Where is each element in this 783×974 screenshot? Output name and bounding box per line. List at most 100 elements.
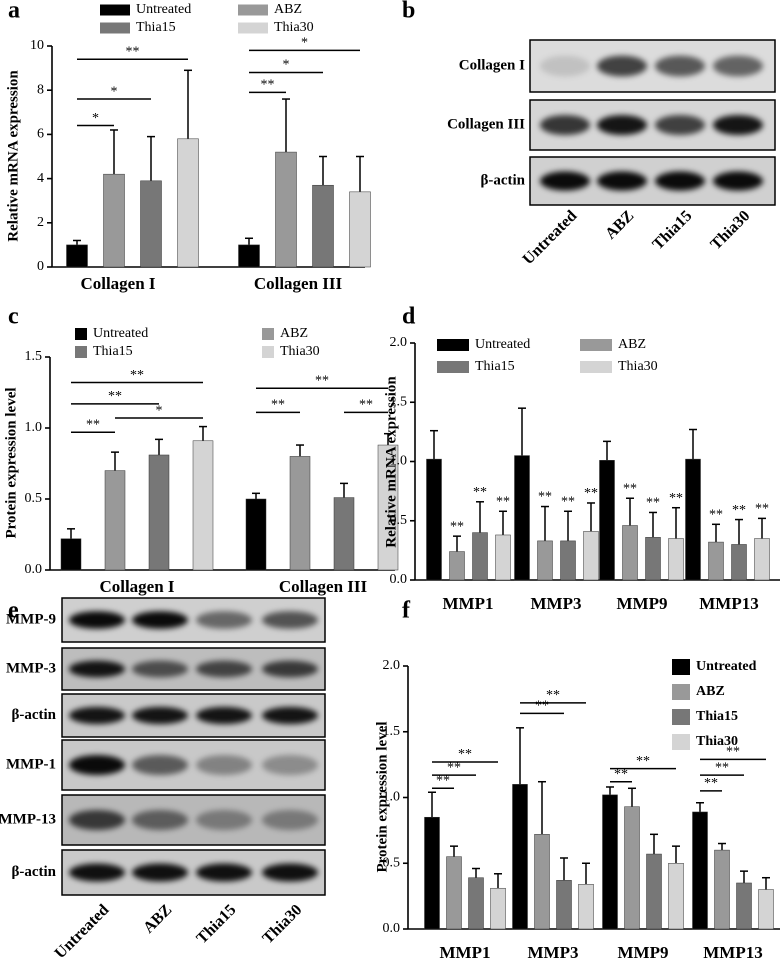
blot-bands — [540, 115, 763, 135]
y-tick-label: 8 — [37, 82, 44, 97]
legend-swatch — [672, 734, 690, 750]
bar — [583, 531, 599, 581]
blot-band — [196, 863, 252, 882]
significance-label: ** — [646, 496, 660, 511]
significance-label: ** — [538, 490, 552, 505]
y-axis-label: Protein expression level — [3, 387, 19, 538]
significance-label: ** — [86, 417, 100, 432]
bar — [624, 806, 640, 930]
y-tick-label: 1.0 — [383, 790, 401, 805]
blot-band — [132, 755, 188, 775]
significance-label: ** — [496, 494, 510, 509]
blot-band — [655, 171, 705, 191]
y-tick-label: 2.0 — [390, 335, 408, 350]
legend-swatch — [437, 361, 469, 373]
bar — [758, 889, 774, 930]
significance-label: ** — [546, 688, 560, 703]
y-tick-label: 2.0 — [383, 658, 401, 673]
blot-row-label: Collagen I — [459, 57, 525, 73]
x-tick-label: MMP1 — [443, 594, 494, 613]
significance-label: ** — [614, 767, 628, 782]
significance-label: ** — [561, 494, 575, 509]
blot-row-label: β-actin — [11, 707, 56, 723]
significance-label: * — [301, 36, 308, 51]
panel-letter: d — [402, 304, 416, 330]
legend-swatch — [100, 4, 130, 16]
legend-label: Thia30 — [618, 359, 658, 374]
bar — [312, 184, 334, 268]
x-tick-label: Collagen I — [80, 274, 155, 293]
bar — [472, 532, 488, 581]
significance-label: ** — [755, 502, 769, 517]
y-axis-label: Relative mRNA expression — [5, 70, 21, 242]
blot-row-label: Collagen III — [447, 116, 525, 132]
blot-bands — [69, 611, 318, 629]
blot-band — [132, 611, 188, 629]
blot-bands — [69, 706, 318, 725]
blot-band — [655, 55, 705, 77]
bar — [468, 877, 484, 930]
significance-label: ** — [715, 760, 729, 775]
blot-band — [69, 755, 125, 775]
blot-bands — [69, 863, 318, 882]
panel-letter: b — [402, 0, 415, 24]
y-tick-label: 0.5 — [25, 491, 43, 506]
legend-swatch — [75, 346, 87, 358]
bar — [275, 151, 297, 268]
blot-band — [196, 611, 252, 629]
blot-band — [262, 755, 318, 775]
significance-label: ** — [473, 485, 487, 500]
bar — [289, 456, 311, 571]
blot-band — [540, 55, 590, 77]
legend-label: Untreated — [93, 326, 148, 341]
blot-bands — [69, 660, 318, 678]
x-tick-label: MMP9 — [618, 943, 669, 962]
legend-label: Thia15 — [696, 709, 738, 724]
x-tick-label: Collagen I — [99, 577, 174, 596]
bar — [424, 816, 440, 930]
blot-band — [262, 611, 318, 629]
significance-label: ** — [584, 486, 598, 501]
y-tick-label: 2 — [37, 215, 44, 230]
blot-band — [597, 55, 647, 77]
legend-label: ABZ — [274, 2, 302, 17]
blot-band — [69, 706, 125, 725]
panel-letter: c — [8, 304, 19, 330]
significance-label: ** — [623, 481, 637, 496]
bar — [668, 538, 684, 581]
legend-label: Thia30 — [274, 20, 314, 35]
legend-swatch — [672, 684, 690, 700]
blot-band — [713, 55, 763, 77]
blot-row-label: MMP-9 — [6, 611, 56, 627]
significance-label: ** — [108, 389, 122, 404]
blot-band — [69, 810, 125, 830]
blot-band — [132, 660, 188, 678]
blot-band — [262, 863, 318, 882]
bar — [556, 880, 572, 930]
bar — [446, 856, 462, 930]
x-tick-label: Collagen III — [279, 577, 368, 596]
blot-band — [196, 660, 252, 678]
bar — [537, 540, 553, 581]
y-tick-label: 10 — [30, 38, 44, 53]
bar — [692, 811, 708, 930]
bar — [426, 458, 442, 581]
legend-swatch — [238, 4, 268, 16]
bar — [148, 454, 170, 571]
legend-label: Thia30 — [696, 734, 738, 749]
bar — [349, 191, 371, 268]
blot-band — [262, 706, 318, 725]
legend-swatch — [580, 361, 612, 373]
x-tick-label: Collagen III — [254, 274, 343, 293]
y-tick-label: 0.0 — [383, 921, 401, 936]
y-axis-label: Protein expression level — [374, 721, 390, 872]
bar — [192, 440, 214, 571]
blot-band — [540, 115, 590, 135]
legend-swatch — [100, 22, 130, 34]
legend-label: ABZ — [618, 337, 646, 352]
y-tick-label: 6 — [37, 127, 44, 142]
bar — [602, 794, 618, 930]
blot-bands — [69, 810, 318, 830]
significance-label: ** — [359, 398, 373, 413]
blot-band — [132, 706, 188, 725]
